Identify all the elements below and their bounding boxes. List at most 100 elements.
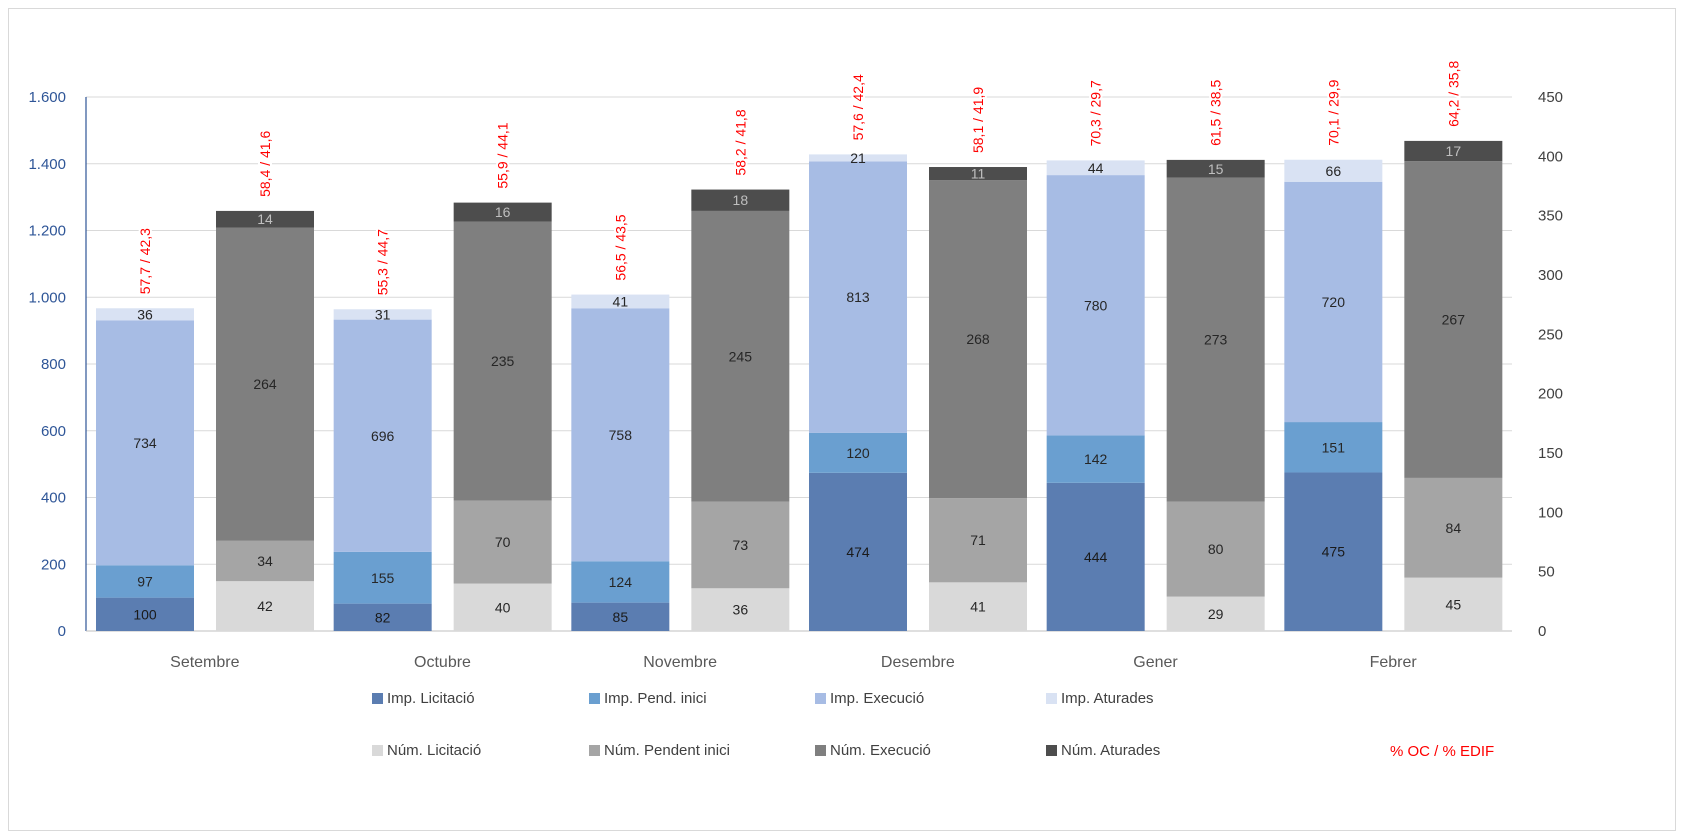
ratio-label: 70,3 / 29,7 (1088, 80, 1104, 146)
bar-segment (1166, 596, 1265, 631)
legend-swatch (815, 693, 826, 704)
legend-entry-label: Núm. Execució (830, 742, 931, 759)
legend-swatch (372, 693, 383, 704)
right-axis-tick-label: 350 (1538, 208, 1563, 225)
axes: 0 200 400 600 800 1.000 1.200 1.400 1.600 0 50 100 1… (28, 89, 1563, 671)
bar-value-label: 264 (253, 376, 277, 392)
bar-value-label: 14 (257, 211, 273, 227)
bar-value-label: 80 (1208, 541, 1224, 557)
bar-value-label: 235 (491, 353, 515, 369)
bar-segment (1284, 422, 1383, 473)
bar-value-label: 124 (609, 574, 633, 590)
bars (96, 140, 1503, 631)
right-axis-tick-label: 200 (1538, 386, 1563, 403)
bar-segment (929, 582, 1027, 631)
bar-segment (691, 189, 790, 211)
bar-segment (571, 294, 670, 309)
bar-value-label: 21 (850, 150, 866, 166)
bar-segment (333, 309, 432, 320)
bar-segment (691, 210, 790, 502)
gridlines (86, 96, 1512, 565)
bar-segment (1404, 161, 1503, 478)
bar-value-label: 71 (970, 532, 986, 548)
legend-swatch (589, 693, 600, 704)
bar-value-label: 151 (1322, 439, 1346, 455)
bar-value-label: 758 (609, 427, 633, 443)
right-axis-tick-label: 250 (1538, 326, 1563, 343)
left-axis-tick-label: 200 (41, 556, 66, 573)
bar-segment (216, 227, 314, 541)
x-axis-category-label: Setembre (170, 654, 239, 671)
bar-segment (1046, 175, 1145, 436)
bar-segment (96, 320, 194, 566)
bar-value-label: 475 (1322, 544, 1346, 560)
bar-segment (1284, 472, 1383, 631)
right-axis-tick-label: 100 (1538, 504, 1563, 521)
bar-value-label: 70 (495, 534, 511, 550)
bar-value-label: 100 (133, 606, 157, 622)
bar-segment (1046, 160, 1145, 176)
ratio-label: 58,4 / 41,6 (257, 131, 273, 197)
bar-segment (809, 472, 907, 631)
legend-entry-label: Núm. Aturades (1061, 742, 1160, 759)
left-axis-tick-label: 600 (41, 423, 66, 440)
bar-value-label: 720 (1322, 294, 1346, 310)
data-labels: 100 97 734 36 57,7 / 42,3 42 34 264 14 58,4 / 41,… (133, 59, 1465, 626)
bar-segment (929, 180, 1027, 499)
bar-segment (809, 154, 907, 162)
bar-segment (453, 500, 552, 584)
bar-value-label: 15 (1208, 161, 1224, 177)
legend-entry-label: Imp. Pend. inici (604, 690, 707, 707)
bar-value-label: 44 (1088, 160, 1104, 176)
bar-segment (333, 319, 432, 552)
bar-value-label: 85 (613, 609, 629, 625)
bar-value-label: 45 (1446, 596, 1462, 612)
right-axis-tick-label: 400 (1538, 148, 1563, 165)
bar-segment (1046, 482, 1145, 631)
bar-segment (1166, 501, 1265, 597)
bar-segment (96, 308, 194, 321)
bar-value-label: 120 (846, 445, 870, 461)
bar-value-label: 155 (371, 570, 395, 586)
x-axis-category-label: Febrer (1370, 654, 1418, 671)
bar-segment (691, 588, 790, 631)
bar-value-label: 245 (729, 348, 753, 364)
ratio-label: 57,6 / 42,4 (850, 74, 866, 140)
bar-segment (453, 583, 552, 631)
legend: Imp. Licitació Imp. Pend. inici Imp. Execu… (372, 690, 1494, 760)
bar-segment (571, 602, 670, 631)
bar-segment (1404, 140, 1503, 162)
bar-value-label: 97 (137, 573, 153, 589)
bar-value-label: 18 (733, 192, 749, 208)
bar-segment (929, 498, 1027, 583)
bar-value-label: 42 (257, 598, 273, 614)
bar-value-label: 41 (970, 599, 986, 615)
bar-value-label: 36 (137, 306, 153, 322)
x-axis-category-label: Desembre (881, 654, 955, 671)
bar-value-label: 36 (733, 602, 749, 618)
ratio-label: 55,3 / 44,7 (375, 229, 391, 295)
left-axis-tick-label: 800 (41, 356, 66, 373)
bar-segment (96, 597, 194, 631)
right-axis-tick-label: 450 (1538, 89, 1563, 106)
bar-segment (216, 540, 314, 582)
left-axis-tick-label: 1.000 (28, 289, 66, 306)
bar-value-label: 29 (1208, 606, 1224, 622)
left-axis-tick-label: 400 (41, 490, 66, 507)
bar-value-label: 82 (375, 609, 391, 625)
bar-value-label: 34 (257, 553, 273, 569)
x-axis-category-label: Octubre (414, 654, 471, 671)
bar-value-label: 474 (846, 544, 870, 560)
bar-segment (216, 210, 314, 228)
legend-swatch (372, 745, 383, 756)
legend-entry-label: Imp. Aturades (1061, 690, 1154, 707)
bar-value-label: 73 (733, 537, 749, 553)
bar-segment (1404, 477, 1503, 578)
right-axis-tick-label: 50 (1538, 564, 1555, 581)
ratio-label: 58,1 / 41,9 (970, 87, 986, 153)
bar-value-label: 40 (495, 599, 511, 615)
ratio-label: 61,5 / 38,5 (1208, 80, 1224, 146)
legend-swatch (589, 745, 600, 756)
bar-segment (1166, 159, 1265, 178)
legend-entry-label: Imp. Licitació (387, 690, 475, 707)
